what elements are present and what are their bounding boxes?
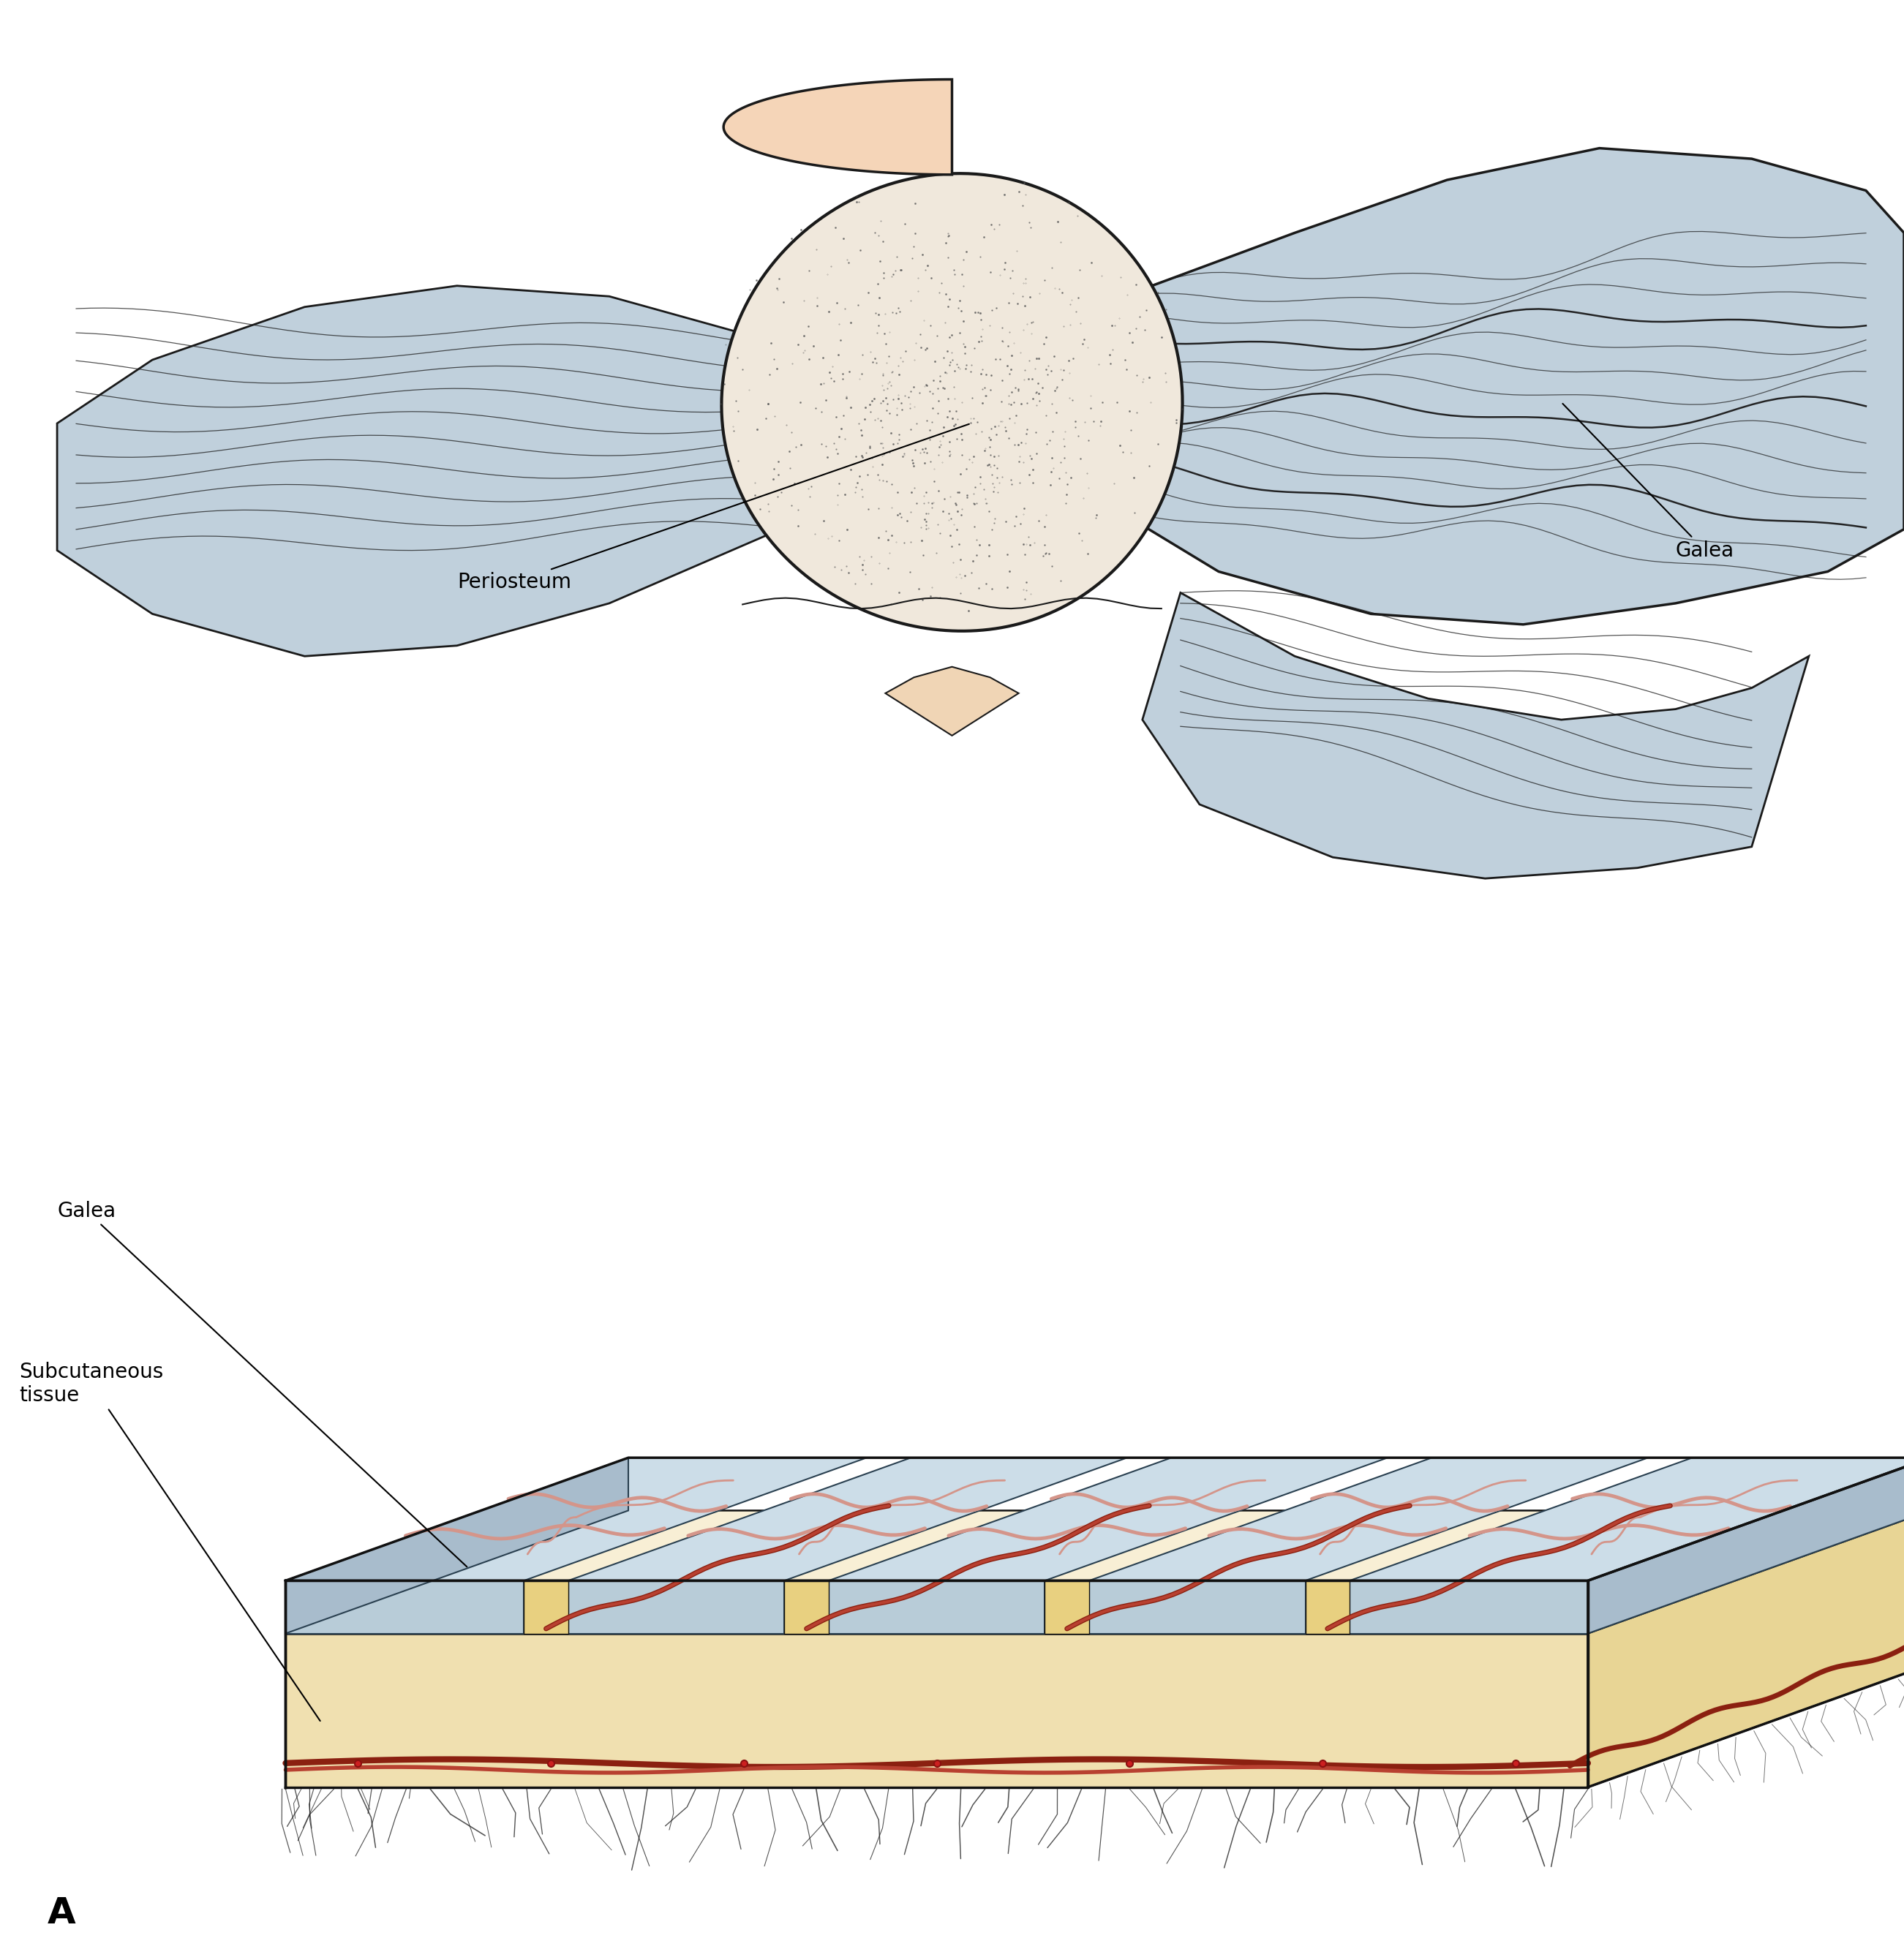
Polygon shape: [1045, 1580, 1089, 1633]
Polygon shape: [1142, 592, 1809, 878]
Polygon shape: [1045, 1511, 1432, 1633]
Polygon shape: [1588, 1511, 1904, 1788]
Polygon shape: [524, 1580, 567, 1633]
Text: Periosteum: Periosteum: [457, 423, 969, 592]
Polygon shape: [286, 1511, 1904, 1633]
Polygon shape: [1350, 1580, 1588, 1633]
Text: Galea: Galea: [57, 1201, 466, 1566]
Polygon shape: [1588, 1458, 1904, 1633]
Polygon shape: [1306, 1511, 1693, 1633]
Polygon shape: [828, 1580, 1045, 1633]
Polygon shape: [567, 1580, 784, 1633]
Polygon shape: [1089, 1458, 1649, 1580]
Polygon shape: [286, 1580, 524, 1633]
Polygon shape: [885, 666, 1019, 735]
Polygon shape: [286, 1458, 628, 1633]
Polygon shape: [784, 1511, 1171, 1633]
Polygon shape: [784, 1580, 828, 1633]
Text: Galea: Galea: [1563, 404, 1735, 561]
Polygon shape: [722, 172, 1182, 631]
Polygon shape: [1114, 149, 1904, 625]
Text: A: A: [48, 1895, 76, 1931]
Polygon shape: [524, 1511, 910, 1633]
Polygon shape: [1089, 1580, 1306, 1633]
Polygon shape: [286, 1458, 866, 1580]
Polygon shape: [724, 78, 952, 174]
Polygon shape: [1350, 1458, 1904, 1580]
Polygon shape: [828, 1458, 1388, 1580]
Polygon shape: [567, 1458, 1127, 1580]
Polygon shape: [286, 1633, 1588, 1788]
Polygon shape: [1306, 1580, 1350, 1633]
Text: Subcutaneous
tissue: Subcutaneous tissue: [19, 1362, 320, 1721]
Polygon shape: [57, 286, 781, 657]
